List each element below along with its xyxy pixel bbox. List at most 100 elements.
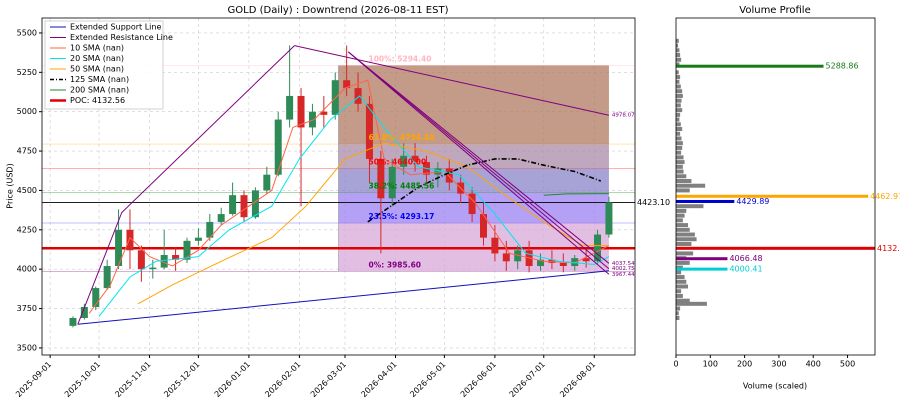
candle-body <box>137 250 145 270</box>
x-tick-label: 2025-12-01 <box>162 360 201 399</box>
candle-body <box>240 195 248 218</box>
volume-bar <box>676 48 680 53</box>
candle-body <box>605 202 613 235</box>
volume-bar <box>676 103 681 108</box>
fib-label: 23.5%: 4293.17 <box>369 212 435 221</box>
candle-body <box>297 95 305 128</box>
volume-level-label: 4132.56 <box>877 244 900 253</box>
sma-line <box>88 79 610 314</box>
volume-bar <box>676 155 684 160</box>
sma-line <box>367 158 602 223</box>
trend-end-label: 4037.54 <box>612 261 635 267</box>
candle-body <box>434 168 442 175</box>
volume-bar <box>676 279 687 284</box>
volume-bar-highlight <box>676 199 735 203</box>
legend-label: 10 SMA (nan) <box>70 44 124 53</box>
trend-line <box>77 45 295 325</box>
y-tick-label: 4250 <box>17 225 37 234</box>
volume-bar <box>676 93 683 98</box>
volume-bar <box>676 311 679 316</box>
candle-body <box>594 234 602 262</box>
sma-line <box>98 95 610 317</box>
fib-label: 50%: 4640.00 <box>369 157 427 166</box>
candle-body <box>502 253 510 262</box>
candle-body <box>411 155 419 163</box>
x-tick-label: 2026-01-01 <box>213 360 252 399</box>
volume-bar <box>676 289 682 294</box>
candle-body <box>479 214 487 238</box>
volume-bar-highlight <box>676 64 824 68</box>
candle-body <box>217 214 225 222</box>
volume-level-label: 4429.89 <box>736 197 769 206</box>
volume-bar <box>676 237 697 242</box>
volume-bar <box>676 38 679 43</box>
volume-bar <box>676 241 692 246</box>
candle-body <box>115 229 123 267</box>
x-tick-label: 2026-04-01 <box>359 360 398 399</box>
volume-bar <box>676 260 690 265</box>
candle-body <box>445 168 453 183</box>
fib-label: 61.8%: 4794.40 <box>369 133 435 142</box>
trend-line <box>77 270 609 325</box>
legend-label: Extended Support Line <box>70 23 161 32</box>
volume-bar <box>676 204 704 209</box>
candle-body <box>582 258 590 262</box>
volume-bar <box>676 108 683 113</box>
volume-frame <box>675 17 876 356</box>
candle-body <box>183 240 191 260</box>
volume-bar <box>676 183 706 188</box>
legend-label: 20 SMA (nan) <box>70 54 124 63</box>
candle-body <box>92 288 100 307</box>
candle-body <box>320 111 328 115</box>
candle-body <box>229 195 237 215</box>
fib-band <box>338 65 609 145</box>
candle-body <box>274 119 282 175</box>
volume-x-label: Volume (scaled) <box>743 382 807 391</box>
candle-body <box>160 255 168 268</box>
volume-bar <box>676 169 684 174</box>
volume-bar <box>676 141 683 146</box>
volume-x-tick-label: 0 <box>673 360 678 369</box>
candle-body <box>388 166 396 199</box>
candle-body <box>343 80 351 89</box>
candle-body <box>354 88 362 104</box>
candle-body <box>365 103 373 159</box>
volume-bar <box>676 188 690 193</box>
legend-label: 125 SMA (nan) <box>70 75 129 84</box>
volume-x-tick-label: 500 <box>840 360 855 369</box>
volume-bar <box>676 43 679 48</box>
candle-body <box>194 237 202 241</box>
volume-bar <box>676 136 682 141</box>
volume-bar <box>676 75 681 80</box>
volume-bar <box>676 293 683 298</box>
volume-level-label: 4000.41 <box>729 265 762 274</box>
volume-title: Volume Profile <box>739 5 810 16</box>
candle-body <box>491 237 499 254</box>
candle-body <box>537 259 545 267</box>
volume-bar <box>676 301 707 306</box>
candle-body <box>377 158 385 199</box>
volume-level-label: 5288.86 <box>826 62 859 71</box>
volume-bar <box>676 89 683 94</box>
y-axis-label: Price (USD) <box>6 163 15 208</box>
volume-bar-highlight <box>676 246 875 250</box>
candle-body <box>149 267 157 270</box>
candle-body <box>514 250 522 262</box>
volume-bar <box>676 298 690 303</box>
volume-bar <box>676 112 681 117</box>
volume-bar-highlight <box>676 257 728 261</box>
volume-bar <box>676 62 680 67</box>
volume-area <box>676 38 875 320</box>
x-tick-label: 2026-07-01 <box>508 360 547 399</box>
volume-bar <box>676 70 679 75</box>
volume-bar <box>676 150 682 155</box>
y-tick-label: 5000 <box>17 107 37 116</box>
candle-body <box>126 229 134 251</box>
trend-line <box>347 51 610 270</box>
volume-bar-highlight <box>676 194 869 198</box>
candle-body <box>286 95 294 120</box>
x-tick-label: 2026-03-01 <box>309 360 348 399</box>
volume-bar <box>676 251 694 256</box>
candle-body <box>103 266 111 289</box>
